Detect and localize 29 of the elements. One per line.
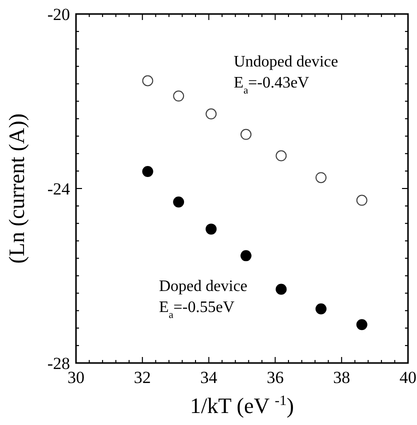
x-tick-label: 32 bbox=[134, 368, 151, 387]
x-tick-label: 36 bbox=[266, 368, 284, 387]
x-tick-label: 40 bbox=[400, 368, 416, 387]
annotation: E$_{a}$=-0.43eV bbox=[234, 74, 310, 96]
point bbox=[142, 166, 154, 177]
y-tick-label: -20 bbox=[47, 5, 70, 24]
point bbox=[142, 75, 154, 86]
x-tick-label: 38 bbox=[333, 368, 350, 387]
point bbox=[276, 150, 287, 162]
x-tick-label: 34 bbox=[200, 368, 218, 387]
point bbox=[206, 224, 217, 235]
point bbox=[276, 284, 287, 295]
point bbox=[240, 128, 252, 140]
point bbox=[173, 90, 184, 102]
y-tick-label: -24 bbox=[47, 180, 70, 198]
y-axis-title: (Ln (current (A)) bbox=[4, 113, 29, 264]
point bbox=[316, 172, 327, 184]
point bbox=[206, 108, 217, 120]
annotation: E$_{a}$=-0.55eV bbox=[159, 299, 235, 321]
text: Undoped device bbox=[234, 53, 338, 70]
x-tick-label: 30 bbox=[68, 368, 84, 387]
y-tick-label: -28 bbox=[47, 354, 70, 373]
point bbox=[356, 194, 368, 206]
point bbox=[316, 303, 327, 314]
x-axis-title: 1/kT (eV $^{-1}$) bbox=[190, 393, 294, 418]
point bbox=[240, 250, 252, 262]
point bbox=[356, 319, 368, 330]
series-label: Doped device bbox=[159, 278, 248, 296]
point bbox=[173, 196, 184, 208]
